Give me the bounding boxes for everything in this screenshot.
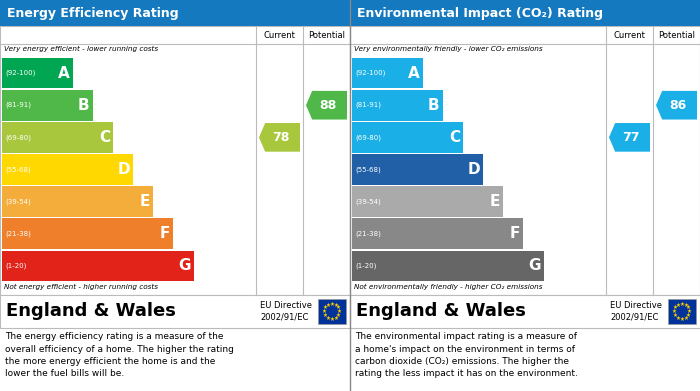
Bar bbox=[352, 90, 442, 120]
Bar bbox=[2, 251, 193, 281]
Bar bbox=[352, 219, 524, 249]
Bar bbox=[2, 122, 113, 152]
Text: (39-54): (39-54) bbox=[355, 198, 381, 205]
Bar bbox=[2, 154, 133, 185]
Text: ★: ★ bbox=[336, 305, 341, 310]
Bar bbox=[0, 0, 350, 26]
Text: (92-100): (92-100) bbox=[5, 70, 36, 76]
Text: 86: 86 bbox=[669, 99, 686, 112]
Text: G: G bbox=[178, 258, 190, 273]
Text: EU Directive
2002/91/EC: EU Directive 2002/91/EC bbox=[610, 301, 662, 322]
Text: F: F bbox=[510, 226, 520, 241]
Text: ★: ★ bbox=[683, 316, 688, 321]
Text: C: C bbox=[449, 130, 460, 145]
Text: (81-91): (81-91) bbox=[355, 102, 381, 108]
Text: D: D bbox=[468, 162, 480, 177]
Polygon shape bbox=[306, 91, 347, 120]
Text: ★: ★ bbox=[680, 316, 685, 321]
Text: D: D bbox=[118, 162, 130, 177]
Bar bbox=[352, 251, 543, 281]
Text: (69-80): (69-80) bbox=[5, 134, 31, 141]
Bar bbox=[352, 154, 483, 185]
Text: EU Directive
2002/91/EC: EU Directive 2002/91/EC bbox=[260, 301, 312, 322]
Text: ★: ★ bbox=[326, 303, 330, 307]
Text: (55-68): (55-68) bbox=[5, 166, 31, 173]
Text: ★: ★ bbox=[333, 303, 338, 307]
Polygon shape bbox=[259, 123, 300, 152]
Text: Not energy efficient - higher running costs: Not energy efficient - higher running co… bbox=[4, 284, 158, 290]
Text: Very energy efficient - lower running costs: Very energy efficient - lower running co… bbox=[4, 46, 158, 52]
Text: Energy Efficiency Rating: Energy Efficiency Rating bbox=[7, 7, 178, 20]
Text: ★: ★ bbox=[683, 303, 688, 307]
Text: 88: 88 bbox=[319, 99, 336, 112]
Text: ★: ★ bbox=[336, 313, 341, 318]
Text: ★: ★ bbox=[673, 313, 678, 318]
Text: (39-54): (39-54) bbox=[5, 198, 31, 205]
Text: ★: ★ bbox=[333, 316, 338, 321]
Text: Environmental Impact (CO₂) Rating: Environmental Impact (CO₂) Rating bbox=[357, 7, 603, 20]
Bar bbox=[350, 26, 700, 295]
Text: ★: ★ bbox=[337, 309, 342, 314]
Bar bbox=[2, 90, 92, 120]
Text: B: B bbox=[428, 98, 440, 113]
Text: 77: 77 bbox=[622, 131, 639, 144]
Bar bbox=[2, 187, 153, 217]
Bar bbox=[668, 299, 696, 324]
Text: C: C bbox=[99, 130, 110, 145]
Text: ★: ★ bbox=[323, 305, 328, 310]
Text: ★: ★ bbox=[330, 301, 335, 307]
Bar bbox=[0, 295, 350, 328]
Text: ★: ★ bbox=[676, 303, 680, 307]
Text: ★: ★ bbox=[330, 316, 335, 321]
Text: B: B bbox=[78, 98, 90, 113]
Text: ★: ★ bbox=[673, 305, 678, 310]
Bar bbox=[2, 219, 174, 249]
Text: ★: ★ bbox=[686, 313, 691, 318]
Text: A: A bbox=[58, 66, 69, 81]
Text: A: A bbox=[408, 66, 419, 81]
Bar bbox=[352, 122, 463, 152]
Polygon shape bbox=[609, 123, 650, 152]
Text: 78: 78 bbox=[272, 131, 289, 144]
Text: Not environmentally friendly - higher CO₂ emissions: Not environmentally friendly - higher CO… bbox=[354, 284, 542, 290]
Text: England & Wales: England & Wales bbox=[6, 303, 176, 321]
Text: Current: Current bbox=[264, 30, 295, 39]
Text: (21-38): (21-38) bbox=[5, 231, 31, 237]
Text: (69-80): (69-80) bbox=[355, 134, 381, 141]
Text: ★: ★ bbox=[672, 309, 677, 314]
Text: (81-91): (81-91) bbox=[5, 102, 31, 108]
Text: (1-20): (1-20) bbox=[5, 263, 27, 269]
Text: F: F bbox=[160, 226, 170, 241]
Bar bbox=[0, 26, 350, 295]
Text: Potential: Potential bbox=[308, 30, 345, 39]
Text: E: E bbox=[490, 194, 500, 209]
Text: Very environmentally friendly - lower CO₂ emissions: Very environmentally friendly - lower CO… bbox=[354, 46, 542, 52]
Text: G: G bbox=[528, 258, 540, 273]
Bar bbox=[350, 295, 700, 328]
Text: (21-38): (21-38) bbox=[355, 231, 381, 237]
Bar bbox=[352, 58, 423, 88]
Text: E: E bbox=[140, 194, 150, 209]
Text: The energy efficiency rating is a measure of the
overall efficiency of a home. T: The energy efficiency rating is a measur… bbox=[5, 332, 234, 378]
Bar bbox=[350, 0, 700, 26]
Polygon shape bbox=[656, 91, 697, 120]
Text: Potential: Potential bbox=[658, 30, 695, 39]
Bar bbox=[318, 299, 346, 324]
Text: (92-100): (92-100) bbox=[355, 70, 386, 76]
Text: ★: ★ bbox=[687, 309, 692, 314]
Text: Current: Current bbox=[614, 30, 645, 39]
Text: ★: ★ bbox=[686, 305, 691, 310]
Text: ★: ★ bbox=[322, 309, 327, 314]
Text: The environmental impact rating is a measure of
a home's impact on the environme: The environmental impact rating is a mea… bbox=[355, 332, 578, 378]
Text: ★: ★ bbox=[326, 316, 330, 321]
Text: ★: ★ bbox=[676, 316, 680, 321]
Text: (1-20): (1-20) bbox=[355, 263, 377, 269]
Text: ★: ★ bbox=[323, 313, 328, 318]
Text: ★: ★ bbox=[680, 301, 685, 307]
Text: England & Wales: England & Wales bbox=[356, 303, 526, 321]
Text: (55-68): (55-68) bbox=[355, 166, 381, 173]
Bar bbox=[352, 187, 503, 217]
Bar bbox=[2, 58, 73, 88]
